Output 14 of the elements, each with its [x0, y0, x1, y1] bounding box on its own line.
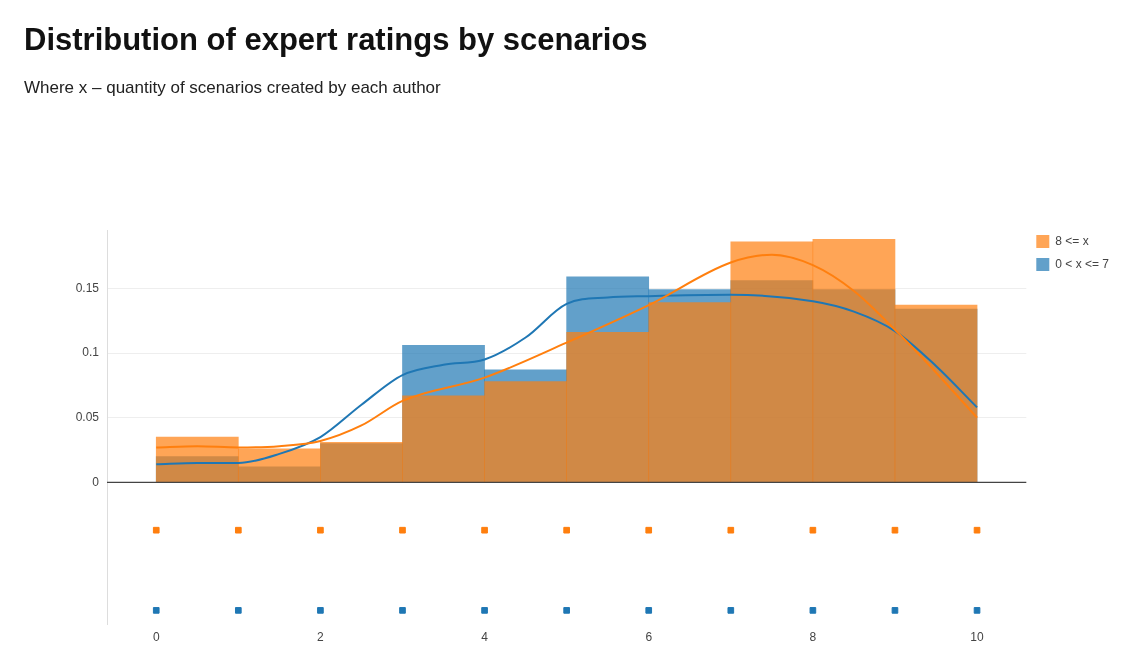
x-tick-label: 0: [152, 630, 160, 645]
x-tick-label: 4: [481, 630, 489, 645]
chart-subtitle: Where x – quantity of scenarios created by each author: [24, 78, 441, 98]
x-tick-label: 8: [809, 630, 817, 645]
legend-label: 0 < x <= 7: [1055, 256, 1110, 271]
y-tick-label: 0.15: [75, 280, 100, 295]
x-tick-label: 10: [970, 630, 985, 645]
x-tick-label: 6: [645, 630, 653, 645]
legend-label: 8 <= x: [1055, 233, 1089, 248]
y-tick-label: 0.1: [82, 345, 100, 360]
chart-title: Distribution of expert ratings by scenarios: [24, 22, 648, 58]
y-tick-label: 0: [92, 474, 100, 489]
y-tick-label: 0.05: [75, 410, 100, 425]
x-tick-label: 2: [317, 630, 325, 645]
